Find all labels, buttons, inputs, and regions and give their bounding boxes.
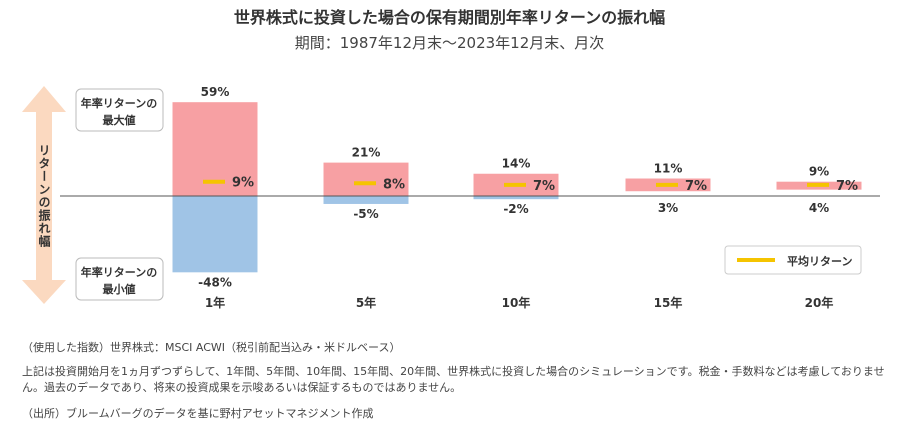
- category-label-1: 5年: [356, 295, 376, 310]
- min-value-label-2: -2%: [503, 202, 528, 216]
- avg-value-label-0: 9%: [232, 176, 254, 191]
- min-bar-1: [323, 196, 409, 204]
- max-value-label-2: 14%: [502, 157, 531, 171]
- disclaimer-note: 上記は投資開始月を1ヵ月ずつずらして、1年間、5年間、10年間、15年間、20年…: [22, 365, 885, 394]
- min-value-label-1: -5%: [353, 207, 378, 221]
- avg-value-label-3: 7%: [685, 179, 707, 194]
- avg-value-label-4: 7%: [836, 179, 858, 194]
- return-range-chart: リターンの振れ幅 年率リターンの 最大値 年率リターンの 最小値 59% -48%…: [22, 85, 880, 310]
- avg-value-label-1: 8%: [383, 177, 405, 192]
- avg-value-label-2: 7%: [533, 179, 555, 194]
- category-label-0: 1年: [205, 295, 225, 310]
- max-value-label-4: 9%: [809, 165, 829, 179]
- min-bar-2: [473, 196, 559, 200]
- max-bar-1: [323, 162, 409, 196]
- chart-subtitle: 期間：1987年12月末〜2023年12月末、月次: [294, 34, 605, 52]
- category-label-2: 10年: [502, 295, 531, 310]
- chart-title: 世界株式に投資した場合の保有期間別年率リターンの振れ幅: [233, 8, 666, 27]
- max-label-box: 年率リターンの 最大値: [75, 88, 164, 132]
- min-value-label-3: 3%: [658, 201, 678, 215]
- min-label-box: 年率リターンの 最小値: [75, 257, 164, 301]
- source-note: （出所）ブルームバーグのデータを基に野村アセットマネジメント作成: [22, 407, 374, 420]
- category-label-4: 20年: [805, 295, 834, 310]
- max-label-line-1: 年率リターンの: [81, 96, 157, 110]
- max-value-label-0: 59%: [201, 85, 230, 99]
- min-value-label-4: 4%: [809, 201, 829, 215]
- y-axis-arrow: [22, 86, 66, 304]
- min-label-line-2: 最小値: [103, 282, 136, 296]
- min-value-label-0: -48%: [198, 275, 232, 289]
- max-value-label-3: 11%: [654, 162, 683, 176]
- max-value-label-1: 21%: [352, 146, 381, 160]
- legend: 平均リターン: [724, 245, 862, 275]
- max-label-line-2: 最大値: [103, 113, 136, 127]
- min-label-line-1: 年率リターンの: [81, 265, 157, 279]
- index-note: （使用した指数）世界株式：MSCI ACWI（税引前配当込み・米ドルベース）: [22, 341, 401, 354]
- min-bar-0: [172, 196, 258, 273]
- category-label-3: 15年: [654, 295, 683, 310]
- bars-group: 59% -48% 9% 1年 21% -5% 8% 5年 14% -2% 7% 10年 11% 3% 7% 1…: [172, 85, 862, 310]
- y-axis-label: リターンの振れ幅: [37, 144, 51, 248]
- legend-label: 平均リターン: [787, 254, 852, 268]
